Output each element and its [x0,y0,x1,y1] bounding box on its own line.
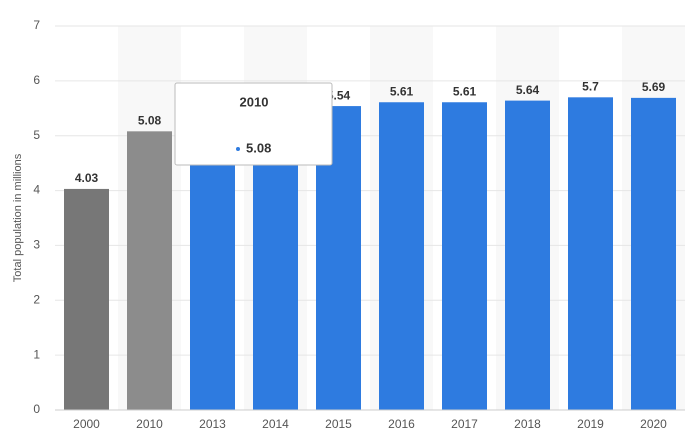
x-tick-label: 2000 [73,417,100,431]
value-label: 5.61 [390,84,414,98]
value-label: 5.7 [582,79,599,93]
tooltip-value: 5.08 [246,140,271,155]
bar [631,97,676,410]
bar [442,102,487,410]
value-label: 5.08 [138,113,162,127]
bar [568,97,613,411]
value-label: 5.64 [516,83,540,97]
value-label: 4.03 [75,171,99,185]
y-tick-label: 4 [33,183,40,197]
bar [505,100,550,410]
y-tick-label: 6 [33,73,40,87]
x-tick-label: 2015 [325,417,352,431]
tooltip: 2010 5.08 [174,82,333,166]
x-tick-label: 2010 [136,417,163,431]
bar [379,102,424,410]
x-tick-label: 2016 [388,417,415,431]
x-tick-label: 2020 [640,417,667,431]
y-axis-label: Total population in millions [12,153,24,282]
x-tick-label: 2014 [262,417,289,431]
value-label: 5.54 [327,88,351,102]
value-label: 5.61 [453,84,477,98]
tooltip-title: 2010 [240,94,269,109]
tooltip-box [174,82,333,166]
value-label: 5.69 [642,80,666,94]
bar [127,131,172,410]
y-tick-label: 1 [33,347,40,361]
x-tick-label: 2013 [199,417,226,431]
y-tick-label: 2 [33,292,40,306]
y-tick-label: 7 [33,18,40,32]
x-tick-label: 2017 [451,417,478,431]
y-tick-label: 0 [33,402,40,416]
bar [64,188,109,410]
y-tick-label: 3 [33,238,40,252]
x-tick-label: 2019 [577,417,604,431]
tooltip-dot [236,147,240,151]
x-tick-label: 2018 [514,417,541,431]
y-tick-label: 5 [33,128,40,142]
